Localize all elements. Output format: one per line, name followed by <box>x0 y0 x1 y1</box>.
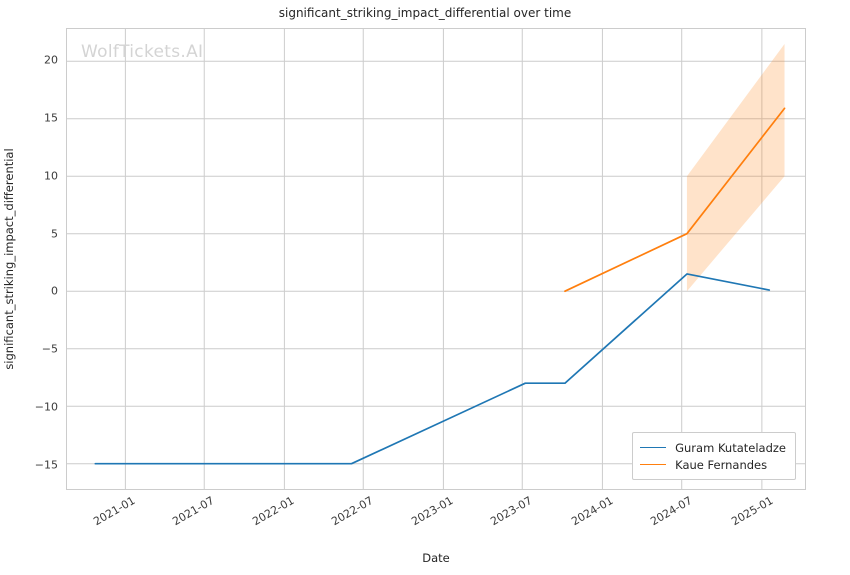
grid-lines <box>67 29 805 489</box>
y-tick-label: 10 <box>44 169 58 183</box>
confidence-band-area <box>686 43 785 292</box>
legend-swatch-icon <box>640 464 667 465</box>
chart-legend[interactable]: Guram Kutateladze Kaue Fernandes <box>632 432 796 480</box>
y-tick-label: −15 <box>34 458 58 472</box>
y-tick-label: −5 <box>41 342 58 356</box>
legend-item-1[interactable]: Kaue Fernandes <box>640 456 786 473</box>
legend-item-0[interactable]: Guram Kutateladze <box>640 439 786 456</box>
y-tick-label: 0 <box>51 284 58 298</box>
y-tick-label: 20 <box>44 53 58 67</box>
series-line-1 <box>564 107 786 293</box>
y-tick-label: −10 <box>34 400 58 414</box>
legend-label: Guram Kutateladze <box>675 440 786 455</box>
series-lines <box>94 107 786 465</box>
y-tick-label: 5 <box>51 227 58 241</box>
confidence-band <box>686 43 785 292</box>
y-axis-tick-labels: 20 15 10 5 0 −5 −10 −15 <box>0 28 58 490</box>
x-axis-label: Date <box>422 551 450 565</box>
series-line-0 <box>94 273 771 465</box>
chart-title: significant_striking_impact_differential… <box>278 6 572 20</box>
y-tick-label: 15 <box>44 111 58 125</box>
plot-area: WolfTickets.AI Guram Kutateladze Kaue Fer… <box>66 28 806 490</box>
legend-swatch-icon <box>640 447 667 448</box>
legend-label: Kaue Fernandes <box>675 457 768 472</box>
x-axis-tick-labels: 2021-01 2021-07 2022-01 2022-07 2023-01 2023-… <box>66 490 806 550</box>
